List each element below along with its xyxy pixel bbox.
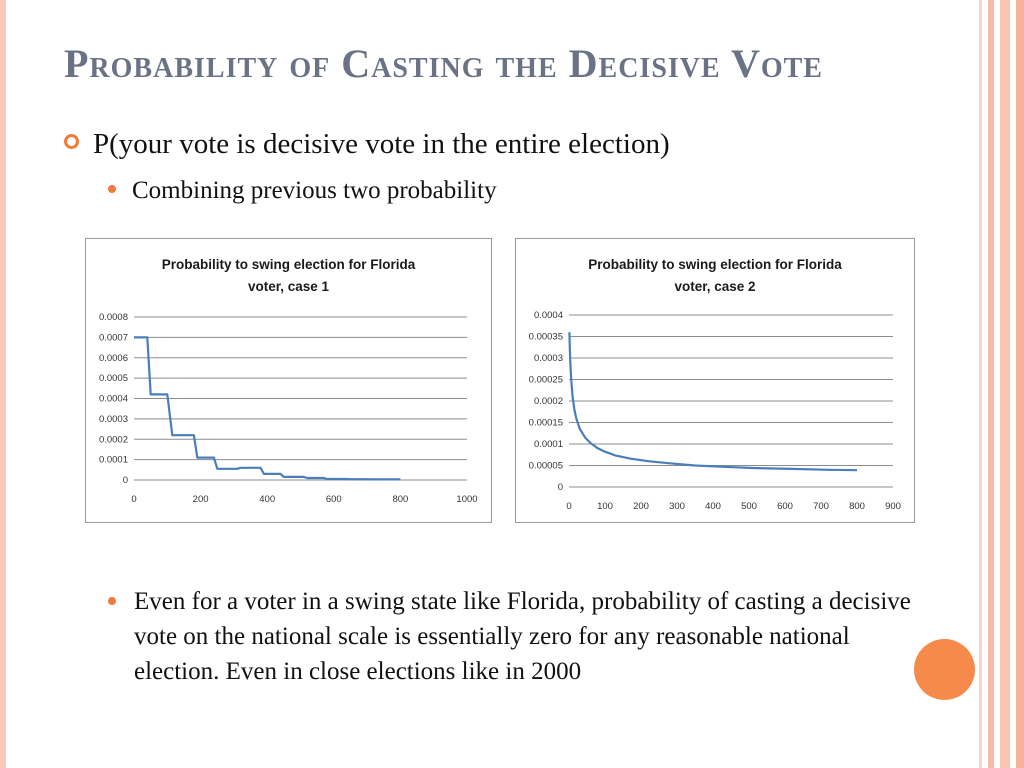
x-tick-label: 800 xyxy=(392,494,408,505)
x-tick-label: 900 xyxy=(885,501,901,512)
ring-bullet-icon xyxy=(64,134,79,149)
x-tick-label: 600 xyxy=(777,501,793,512)
y-tick-label: 0.0001 xyxy=(99,455,128,466)
bullet-level-1: P(your vote is decisive vote in the enti… xyxy=(64,128,670,161)
chart-title-line: voter, case 2 xyxy=(674,279,755,294)
y-tick-label: 0.0002 xyxy=(99,434,128,445)
x-tick-label: 400 xyxy=(705,501,721,512)
x-tick-label: 100 xyxy=(597,501,613,512)
x-tick-label: 200 xyxy=(193,494,209,505)
series-line xyxy=(134,336,401,481)
x-tick-label: 800 xyxy=(849,501,865,512)
y-tick-label: 0 xyxy=(123,475,128,486)
x-tick-label: 200 xyxy=(633,501,649,512)
y-tick-label: 0.00025 xyxy=(529,375,563,386)
x-tick-label: 300 xyxy=(669,501,685,512)
bullet-level-2: Combining previous two probability xyxy=(108,177,497,205)
y-tick-label: 0.0003 xyxy=(534,353,563,364)
bottom-bullet-text: Even for a voter in a swing state like F… xyxy=(134,588,911,685)
y-tick-label: 0.00015 xyxy=(529,418,563,429)
right-stripes-decoration xyxy=(976,0,1024,768)
x-tick-label: 400 xyxy=(259,494,275,505)
left-border-decoration xyxy=(0,0,6,768)
bullet-bottom: Even for a voter in a swing state like F… xyxy=(108,584,938,689)
y-tick-label: 0.0002 xyxy=(534,396,563,407)
y-tick-label: 0.0004 xyxy=(534,310,563,321)
y-tick-label: 0.0007 xyxy=(99,332,128,343)
bullet-2-text: Combining previous two probability xyxy=(132,177,497,204)
x-tick-label: 600 xyxy=(326,494,342,505)
chart-title-line: Probability to swing election for Florid… xyxy=(588,257,842,272)
x-tick-label: 1000 xyxy=(456,494,477,505)
bullet-1-text: P(your vote is decisive vote in the enti… xyxy=(93,128,670,160)
x-tick-label: 0 xyxy=(566,501,571,512)
y-tick-label: 0.0001 xyxy=(534,439,563,450)
y-tick-label: 0.0006 xyxy=(99,353,128,364)
dot-bullet-icon xyxy=(108,597,116,605)
series-line xyxy=(568,332,858,472)
y-tick-label: 0 xyxy=(558,482,563,493)
chart-title-line: Probability to swing election for Florid… xyxy=(162,257,416,272)
y-tick-label: 0.0003 xyxy=(99,414,128,425)
chart-title-line: voter, case 1 xyxy=(248,279,330,294)
orange-circle-decoration xyxy=(914,639,975,700)
chart-case-1-svg: Probability to swing election for Florid… xyxy=(99,257,478,505)
y-tick-label: 0.0005 xyxy=(99,373,128,384)
x-tick-label: 700 xyxy=(813,501,829,512)
y-tick-label: 0.0004 xyxy=(99,394,128,405)
chart-case-1: Probability to swing election for Florid… xyxy=(85,238,492,523)
chart-case-2-svg: Probability to swing election for Florid… xyxy=(529,257,901,512)
dot-bullet-icon xyxy=(108,185,116,193)
y-tick-label: 0.00005 xyxy=(529,461,563,472)
chart-case-2: Probability to swing election for Florid… xyxy=(515,238,915,523)
x-tick-label: 0 xyxy=(131,494,136,505)
y-tick-label: 0.00035 xyxy=(529,332,563,343)
y-tick-label: 0.0008 xyxy=(99,312,128,323)
x-tick-label: 500 xyxy=(741,501,757,512)
slide-title: Probability of Casting the Decisive Vote xyxy=(64,41,823,86)
